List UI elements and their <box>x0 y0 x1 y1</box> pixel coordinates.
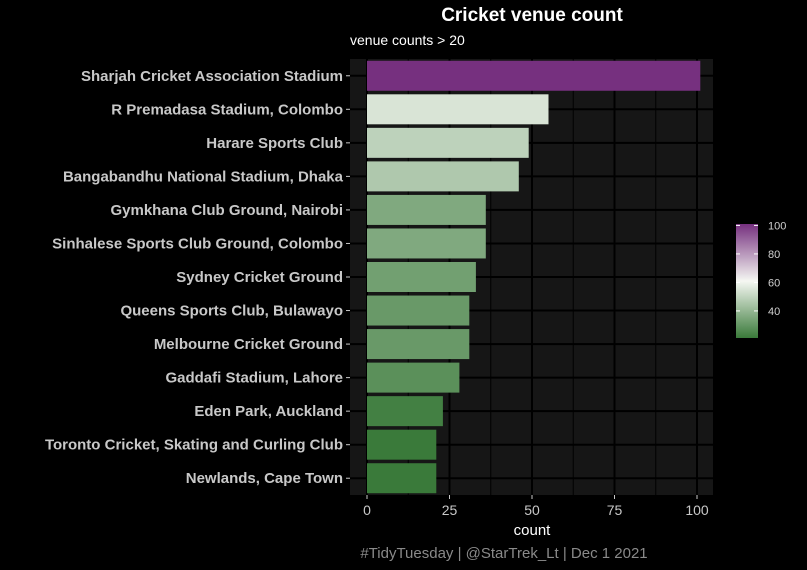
chart-subtitle: venue counts > 20 <box>350 32 465 48</box>
y-tick-label: Melbourne Cricket Ground <box>154 336 343 353</box>
bar <box>367 94 549 125</box>
y-tick-label: Gymkhana Club Ground, Nairobi <box>110 202 343 219</box>
bar <box>367 228 486 259</box>
chart-caption: #TidyTuesday | @StarTrek_Lt | Dec 1 2021 <box>360 545 647 562</box>
y-tick-label: Bangabandhu National Stadium, Dhaka <box>63 168 344 185</box>
bar <box>367 362 460 393</box>
y-tick-label: Toronto Cricket, Skating and Curling Clu… <box>45 437 343 454</box>
y-tick-label: Harare Sports Club <box>206 135 343 152</box>
bar <box>367 329 470 360</box>
bars <box>367 60 701 494</box>
bar <box>367 295 470 326</box>
x-axis-title: count <box>514 522 552 539</box>
y-tick-label: Newlands, Cape Town <box>186 470 343 487</box>
bar <box>367 161 519 192</box>
bar <box>367 396 443 427</box>
y-axis-labels: Sharjah Cricket Association Stadium R Pre… <box>45 68 350 487</box>
x-tick-label: 0 <box>363 502 371 518</box>
y-tick-label: Gaddafi Stadium, Lahore <box>165 370 343 387</box>
bar <box>367 127 529 158</box>
bar <box>367 60 701 91</box>
y-tick-label: Queens Sports Club, Bulawayo <box>120 303 343 320</box>
x-tick-label: 50 <box>524 502 540 518</box>
x-axis-ticks: 0 25 50 75 100 <box>363 495 709 518</box>
bar <box>367 262 476 292</box>
x-tick-label: 75 <box>607 502 623 518</box>
colorbar-label: 40 <box>768 306 780 318</box>
y-tick-label: Eden Park, Auckland <box>194 403 343 420</box>
x-tick-label: 25 <box>442 502 458 518</box>
colorbar <box>736 224 758 338</box>
colorbar-label: 60 <box>768 277 780 289</box>
bar <box>367 429 437 460</box>
y-tick-label: Sinhalese Sports Club Ground, Colombo <box>52 235 343 252</box>
y-tick-label: R Premadasa Stadium, Colombo <box>111 101 343 118</box>
y-tick-label: Sydney Cricket Ground <box>176 269 343 286</box>
chart-title: Cricket venue count <box>441 5 623 26</box>
y-tick-label: Sharjah Cricket Association Stadium <box>81 68 343 85</box>
colorbar-label: 100 <box>768 220 786 232</box>
x-tick-label: 100 <box>685 502 709 518</box>
colorbar-label: 80 <box>768 249 780 261</box>
color-legend: 40 60 80 100 <box>736 220 786 338</box>
bar <box>367 463 437 494</box>
bar <box>367 194 486 225</box>
